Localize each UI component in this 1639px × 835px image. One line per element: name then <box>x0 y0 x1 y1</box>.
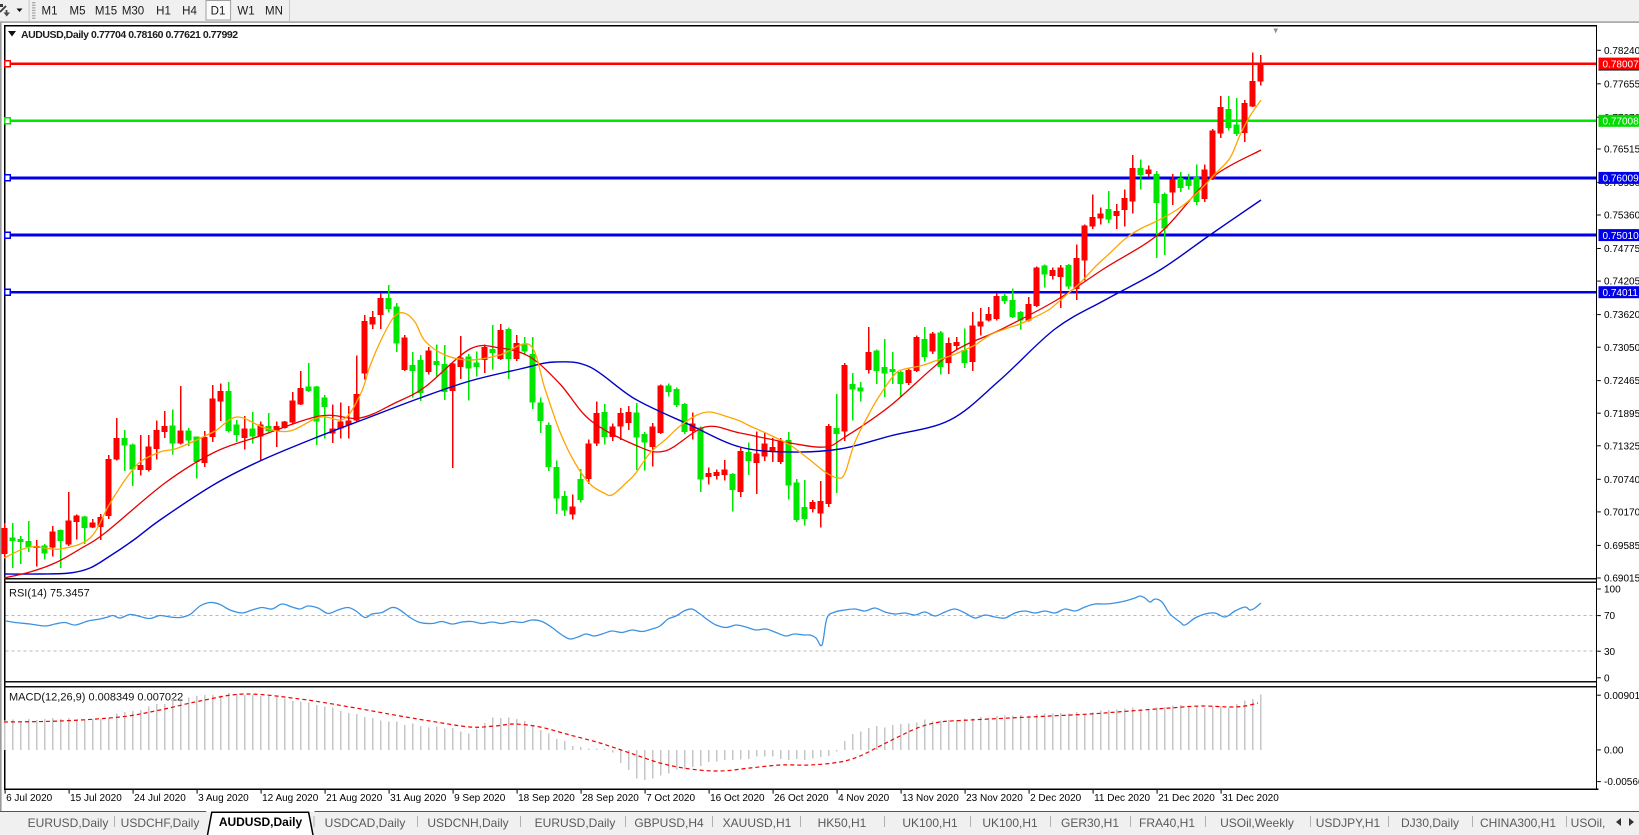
svg-text:GER30,H1: GER30,H1 <box>1061 816 1119 830</box>
svg-text:0.009016: 0.009016 <box>1604 691 1639 702</box>
svg-text:USOil,: USOil, <box>1571 816 1606 830</box>
svg-text:15 Jul 2020: 15 Jul 2020 <box>70 793 122 804</box>
svg-text:UK100,H1: UK100,H1 <box>902 816 958 830</box>
svg-text:USDCHF,Daily: USDCHF,Daily <box>121 816 200 830</box>
svg-text:0.00: 0.00 <box>1604 746 1624 757</box>
svg-text:UK100,H1: UK100,H1 <box>982 816 1038 830</box>
svg-text:13 Nov 2020: 13 Nov 2020 <box>902 793 959 804</box>
svg-text:3 Aug 2020: 3 Aug 2020 <box>198 793 249 804</box>
svg-text:M15: M15 <box>95 6 117 18</box>
svg-text:31 Dec 2020: 31 Dec 2020 <box>1222 793 1279 804</box>
svg-text:21 Aug 2020: 21 Aug 2020 <box>326 793 383 804</box>
svg-text:USOil,Weekly: USOil,Weekly <box>1220 816 1294 830</box>
svg-text:0.74205: 0.74205 <box>1604 277 1639 288</box>
svg-text:12 Aug 2020: 12 Aug 2020 <box>262 793 319 804</box>
svg-text:M30: M30 <box>122 6 144 18</box>
svg-text:FRA40,H1: FRA40,H1 <box>1139 816 1195 830</box>
svg-text:30: 30 <box>1604 647 1616 658</box>
svg-text:21 Dec 2020: 21 Dec 2020 <box>1158 793 1215 804</box>
svg-text:MACD(12,26,9) 0.008349 0.00702: MACD(12,26,9) 0.008349 0.007022 <box>9 692 183 704</box>
svg-text:USDJPY,H1: USDJPY,H1 <box>1316 816 1381 830</box>
svg-text:0.71325: 0.71325 <box>1604 441 1639 452</box>
svg-text:100: 100 <box>1604 585 1621 596</box>
svg-text:26 Oct 2020: 26 Oct 2020 <box>774 793 829 804</box>
svg-text:0.73050: 0.73050 <box>1604 343 1639 354</box>
svg-text:AUDUSD,Daily: AUDUSD,Daily <box>219 815 303 829</box>
svg-text:DJ30,Daily: DJ30,Daily <box>1401 816 1459 830</box>
svg-text:31 Aug 2020: 31 Aug 2020 <box>390 793 447 804</box>
svg-text:70: 70 <box>1604 611 1616 622</box>
svg-text:0.73620: 0.73620 <box>1604 310 1639 321</box>
svg-text:0.70740: 0.70740 <box>1604 475 1639 486</box>
svg-text:AUDUSD,Daily 0.77704 0.78160: AUDUSD,Daily 0.77704 0.78160 0.77621 0.7… <box>21 29 238 41</box>
svg-text:28 Sep 2020: 28 Sep 2020 <box>582 793 639 804</box>
svg-text:0.77655: 0.77655 <box>1604 79 1639 90</box>
svg-text:0.75360: 0.75360 <box>1604 211 1639 222</box>
svg-text:M1: M1 <box>42 6 58 18</box>
svg-text:RSI(14) 75.3457: RSI(14) 75.3457 <box>9 588 90 600</box>
svg-text:GBPUSD,H4: GBPUSD,H4 <box>634 816 704 830</box>
svg-text:0.78240: 0.78240 <box>1604 46 1639 57</box>
svg-text:W1: W1 <box>237 6 254 18</box>
svg-text:USDCAD,Daily: USDCAD,Daily <box>325 816 406 830</box>
svg-text:4 Nov 2020: 4 Nov 2020 <box>838 793 890 804</box>
svg-text:24 Jul 2020: 24 Jul 2020 <box>134 793 186 804</box>
svg-text:0.72465: 0.72465 <box>1604 376 1639 387</box>
svg-text:16 Oct 2020: 16 Oct 2020 <box>710 793 765 804</box>
svg-text:EURUSD,Daily: EURUSD,Daily <box>535 816 616 830</box>
svg-text:CHINA300,H1: CHINA300,H1 <box>1480 816 1556 830</box>
svg-text:MN: MN <box>265 6 283 18</box>
svg-text:0.70170: 0.70170 <box>1604 508 1639 519</box>
svg-text:EURUSD,Daily: EURUSD,Daily <box>28 816 109 830</box>
svg-text:7 Oct 2020: 7 Oct 2020 <box>646 793 695 804</box>
svg-text:0.74775: 0.74775 <box>1604 244 1639 255</box>
svg-text:6 Jul 2020: 6 Jul 2020 <box>6 793 53 804</box>
svg-text:0: 0 <box>1604 673 1610 684</box>
svg-text:0.76009: 0.76009 <box>1603 174 1639 185</box>
svg-text:0.74011: 0.74011 <box>1603 288 1639 299</box>
svg-text:H4: H4 <box>182 6 197 18</box>
svg-text:D1: D1 <box>211 6 226 18</box>
svg-text:0.71895: 0.71895 <box>1604 409 1639 420</box>
svg-text:0.76515: 0.76515 <box>1604 145 1639 156</box>
svg-text:M5: M5 <box>70 6 86 18</box>
svg-text:0.75010: 0.75010 <box>1603 231 1639 242</box>
svg-text:0.77008: 0.77008 <box>1603 117 1639 128</box>
svg-text:XAUUSD,H1: XAUUSD,H1 <box>723 816 792 830</box>
svg-text:23 Nov 2020: 23 Nov 2020 <box>966 793 1023 804</box>
svg-text:HK50,H1: HK50,H1 <box>818 816 867 830</box>
svg-text:2 Dec 2020: 2 Dec 2020 <box>1030 793 1082 804</box>
svg-text:0.69585: 0.69585 <box>1604 541 1639 552</box>
svg-text:0.78007: 0.78007 <box>1603 59 1639 70</box>
svg-text:0.69015: 0.69015 <box>1604 574 1639 585</box>
svg-text:9 Sep 2020: 9 Sep 2020 <box>454 793 506 804</box>
svg-text:18 Sep 2020: 18 Sep 2020 <box>518 793 575 804</box>
svg-text:USDCNH,Daily: USDCNH,Daily <box>427 816 508 830</box>
svg-text:11 Dec 2020: 11 Dec 2020 <box>1094 793 1150 804</box>
svg-text:H1: H1 <box>156 6 171 18</box>
